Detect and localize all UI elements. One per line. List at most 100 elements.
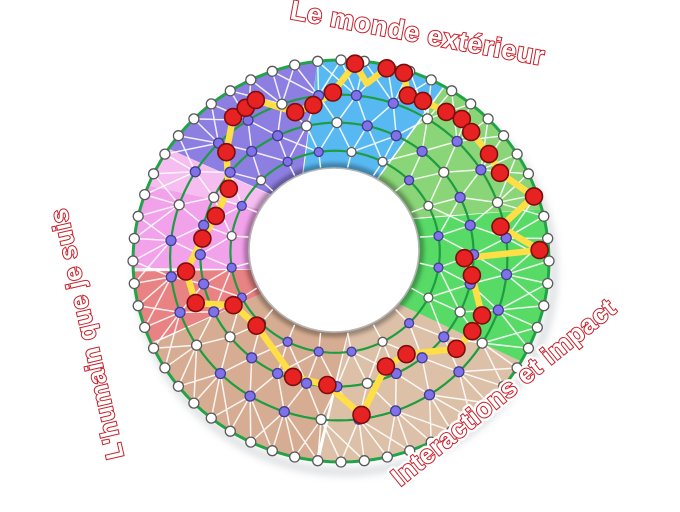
wheel-node-ring4[interactable] <box>236 200 247 212</box>
wheel-node-ring2[interactable] <box>389 405 402 417</box>
wheel-node-ring2[interactable] <box>475 164 487 176</box>
wheel-node-ring1[interactable] <box>245 436 257 448</box>
wheel-node-ring3[interactable] <box>208 191 220 204</box>
wheel-node-ring1[interactable] <box>425 436 437 448</box>
wheel-node-ring1[interactable] <box>159 362 171 374</box>
selected-node[interactable] <box>186 293 205 313</box>
wheel-node-ring1[interactable] <box>522 342 535 354</box>
selected-node[interactable] <box>479 144 499 164</box>
wheel-node-ring2[interactable] <box>492 304 504 316</box>
wheel-node-ring1[interactable] <box>139 321 151 334</box>
wheel-node-ring2[interactable] <box>214 367 227 380</box>
wheel-node-ring3[interactable] <box>390 130 402 142</box>
wheel-node-ring4[interactable] <box>423 292 434 303</box>
wheel-node-ring1[interactable] <box>497 130 510 142</box>
wheel-node-ring1[interactable] <box>266 65 278 77</box>
wheel-node-ring2[interactable] <box>276 98 288 110</box>
wheel-node-ring4[interactable] <box>346 346 357 357</box>
wheel-node-ring1[interactable] <box>482 397 494 409</box>
selected-node[interactable] <box>176 262 196 281</box>
wheel-node-ring1[interactable] <box>127 255 139 267</box>
wheel-node-ring1[interactable] <box>335 456 347 468</box>
wheel-node-ring2[interactable] <box>476 337 488 349</box>
wheel-node-ring3[interactable] <box>438 331 450 343</box>
wheel-node-ring2[interactable] <box>350 89 363 102</box>
wheel-node-ring2[interactable] <box>189 166 201 178</box>
wheel-node-ring1[interactable] <box>147 168 160 180</box>
selected-node[interactable] <box>206 206 226 226</box>
selected-node[interactable] <box>377 59 397 78</box>
wheel-node-ring3[interactable] <box>198 219 210 231</box>
wheel-node-ring2[interactable] <box>500 268 513 281</box>
wheel-node-ring4[interactable] <box>403 318 415 329</box>
wheel-node-ring1[interactable] <box>289 451 301 463</box>
wheel-node-ring1[interactable] <box>425 74 437 86</box>
wheel-node-ring2[interactable] <box>244 390 256 402</box>
wheel-node-ring1[interactable] <box>446 85 458 97</box>
wheel-node-ring4[interactable] <box>377 156 388 167</box>
wheel-node-ring1[interactable] <box>188 397 200 409</box>
wheel-node-ring1[interactable] <box>205 98 217 110</box>
wheel-node-ring3[interactable] <box>224 331 236 343</box>
selected-node[interactable] <box>224 295 243 315</box>
wheel-node-ring4[interactable] <box>255 175 267 186</box>
wheel-node-ring2[interactable] <box>423 389 436 401</box>
selected-node[interactable] <box>447 339 466 359</box>
wheel-node-ring1[interactable] <box>465 412 477 424</box>
wheel-node-ring2[interactable] <box>421 113 434 125</box>
wheel-node-ring1[interactable] <box>172 130 185 142</box>
selected-node[interactable] <box>323 83 343 102</box>
wheel-node-ring1[interactable] <box>266 445 278 457</box>
wheel-node-ring2[interactable] <box>387 97 399 109</box>
wheel-node-ring3[interactable] <box>271 367 284 380</box>
wheel-node-ring4[interactable] <box>226 230 237 242</box>
wheel-node-ring1[interactable] <box>482 113 494 125</box>
wheel-node-ring1[interactable] <box>531 321 543 334</box>
wheel-node-ring4[interactable] <box>433 262 444 273</box>
wheel-node-ring3[interactable] <box>246 352 258 364</box>
wheel-node-ring1[interactable] <box>172 380 185 392</box>
wheel-node-ring3[interactable] <box>361 377 373 389</box>
wheel-node-ring1[interactable] <box>497 380 510 392</box>
selected-node[interactable] <box>318 375 337 395</box>
wheel-node-ring4[interactable] <box>282 156 293 167</box>
wheel-node-ring4[interactable] <box>313 146 324 158</box>
selected-node[interactable] <box>490 163 510 183</box>
wheel-node-ring1[interactable] <box>511 148 523 160</box>
selected-node[interactable] <box>223 107 243 127</box>
wheel-node-ring1[interactable] <box>446 425 458 437</box>
wheel-node-ring3[interactable] <box>300 377 313 389</box>
wheel-node-ring2[interactable] <box>491 196 504 209</box>
wheel-node-ring1[interactable] <box>381 451 393 463</box>
wheel-node-ring1[interactable] <box>188 113 200 125</box>
wheel-node-ring1[interactable] <box>511 362 523 374</box>
wheel-node-ring3[interactable] <box>208 306 220 318</box>
wheel-node-ring1[interactable] <box>465 98 477 110</box>
wheel-node-ring1[interactable] <box>543 255 555 267</box>
selected-node[interactable] <box>193 229 212 248</box>
wheel-node-ring1[interactable] <box>289 59 301 71</box>
wheel-node-ring3[interactable] <box>246 145 258 158</box>
wheel-node-ring2[interactable] <box>453 366 465 378</box>
wheel-node-ring1[interactable] <box>312 55 324 67</box>
sector-tan-right[interactable] <box>319 303 522 462</box>
wheel-node-ring1[interactable] <box>522 168 535 180</box>
selected-node[interactable] <box>219 179 239 199</box>
wheel-node-ring1[interactable] <box>542 277 554 290</box>
wheel-node-ring1[interactable] <box>132 210 144 222</box>
wheel-node-ring3[interactable] <box>416 352 428 364</box>
wheel-node-ring2[interactable] <box>278 406 290 418</box>
wheel-node-ring3[interactable] <box>454 306 466 318</box>
selected-node[interactable] <box>462 265 482 285</box>
wheel-node-ring2[interactable] <box>173 199 185 211</box>
wheel-node-ring4[interactable] <box>282 336 293 347</box>
wheel-node-ring1[interactable] <box>128 232 140 245</box>
selected-node[interactable] <box>283 367 303 387</box>
wheel-node-ring1[interactable] <box>128 277 140 290</box>
wheel-node-ring2[interactable] <box>174 306 186 319</box>
wheel-node-ring3[interactable] <box>438 166 450 178</box>
wheel-node-ring1[interactable] <box>404 445 416 457</box>
selected-node[interactable] <box>413 91 433 111</box>
wheel-node-ring1[interactable] <box>139 188 151 201</box>
selected-node[interactable] <box>461 122 481 142</box>
